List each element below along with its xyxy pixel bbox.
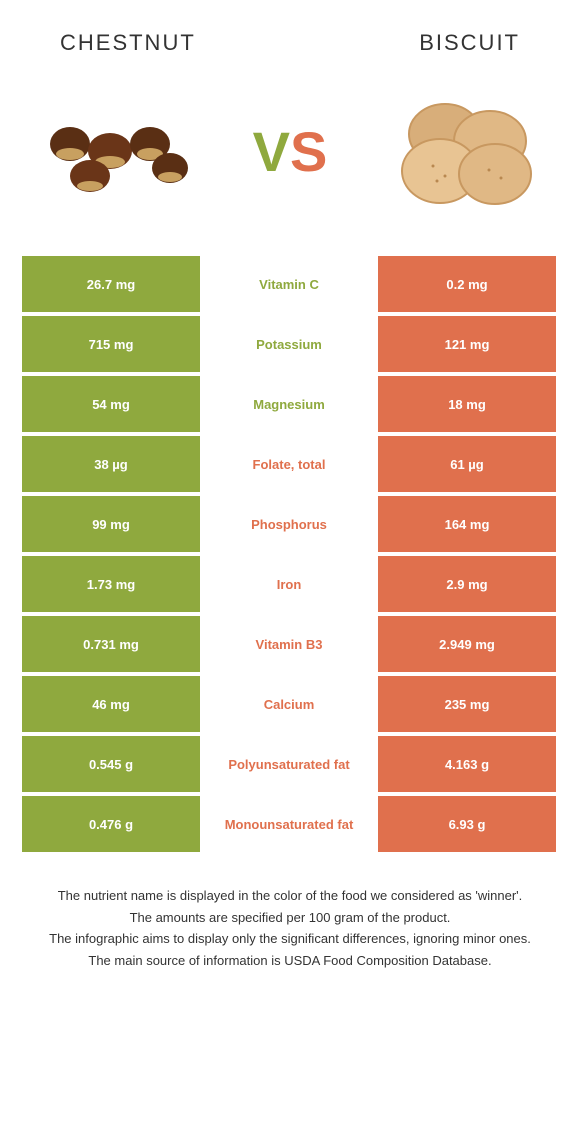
footer-line-4: The main source of information is USDA F…	[30, 951, 550, 971]
vs-row: VS	[0, 76, 580, 256]
biscuit-illustration	[385, 96, 540, 206]
nutrient-name-cell: Potassium	[200, 316, 378, 372]
right-value-cell: 164 mg	[378, 496, 556, 552]
nutrient-name-cell: Phosphorus	[200, 496, 378, 552]
nutrient-row: 99 mgPhosphorus164 mg	[22, 496, 558, 552]
left-value-cell: 99 mg	[22, 496, 200, 552]
nutrient-row: 0.731 mgVitamin B32.949 mg	[22, 616, 558, 672]
footer-line-3: The infographic aims to display only the…	[30, 929, 550, 949]
left-value-cell: 715 mg	[22, 316, 200, 372]
right-food-title: BISCUIT	[419, 30, 520, 56]
chestnut-illustration	[40, 96, 195, 206]
nutrient-row: 715 mgPotassium121 mg	[22, 316, 558, 372]
right-value-cell: 6.93 g	[378, 796, 556, 852]
nutrient-row: 0.545 gPolyunsaturated fat4.163 g	[22, 736, 558, 792]
nutrient-table: 26.7 mgVitamin C0.2 mg715 mgPotassium121…	[0, 256, 580, 852]
nutrient-row: 38 µgFolate, total61 µg	[22, 436, 558, 492]
vs-v: V	[253, 119, 290, 184]
right-value-cell: 18 mg	[378, 376, 556, 432]
nutrient-row: 54 mgMagnesium18 mg	[22, 376, 558, 432]
nutrient-name-cell: Folate, total	[200, 436, 378, 492]
nutrient-name-cell: Magnesium	[200, 376, 378, 432]
header-row: CHESTNUT BISCUIT	[0, 0, 580, 76]
left-value-cell: 38 µg	[22, 436, 200, 492]
nutrient-name-cell: Vitamin C	[200, 256, 378, 312]
footer-notes: The nutrient name is displayed in the co…	[0, 856, 580, 970]
footer-line-2: The amounts are specified per 100 gram o…	[30, 908, 550, 928]
right-value-cell: 61 µg	[378, 436, 556, 492]
nutrient-name-cell: Polyunsaturated fat	[200, 736, 378, 792]
nutrient-name-cell: Calcium	[200, 676, 378, 732]
nutrient-row: 0.476 gMonounsaturated fat6.93 g	[22, 796, 558, 852]
nutrient-row: 26.7 mgVitamin C0.2 mg	[22, 256, 558, 312]
left-value-cell: 26.7 mg	[22, 256, 200, 312]
nutrient-row: 1.73 mgIron2.9 mg	[22, 556, 558, 612]
right-value-cell: 2.9 mg	[378, 556, 556, 612]
vs-s: S	[290, 119, 327, 184]
nutrient-row: 46 mgCalcium235 mg	[22, 676, 558, 732]
right-value-cell: 235 mg	[378, 676, 556, 732]
nutrient-name-cell: Vitamin B3	[200, 616, 378, 672]
left-value-cell: 1.73 mg	[22, 556, 200, 612]
right-value-cell: 0.2 mg	[378, 256, 556, 312]
right-value-cell: 4.163 g	[378, 736, 556, 792]
left-value-cell: 0.476 g	[22, 796, 200, 852]
left-value-cell: 0.731 mg	[22, 616, 200, 672]
left-food-title: CHESTNUT	[60, 30, 196, 56]
left-value-cell: 0.545 g	[22, 736, 200, 792]
right-value-cell: 2.949 mg	[378, 616, 556, 672]
nutrient-name-cell: Iron	[200, 556, 378, 612]
right-value-cell: 121 mg	[378, 316, 556, 372]
left-value-cell: 54 mg	[22, 376, 200, 432]
vs-label: VS	[253, 119, 328, 184]
footer-line-1: The nutrient name is displayed in the co…	[30, 886, 550, 906]
nutrient-name-cell: Monounsaturated fat	[200, 796, 378, 852]
left-value-cell: 46 mg	[22, 676, 200, 732]
